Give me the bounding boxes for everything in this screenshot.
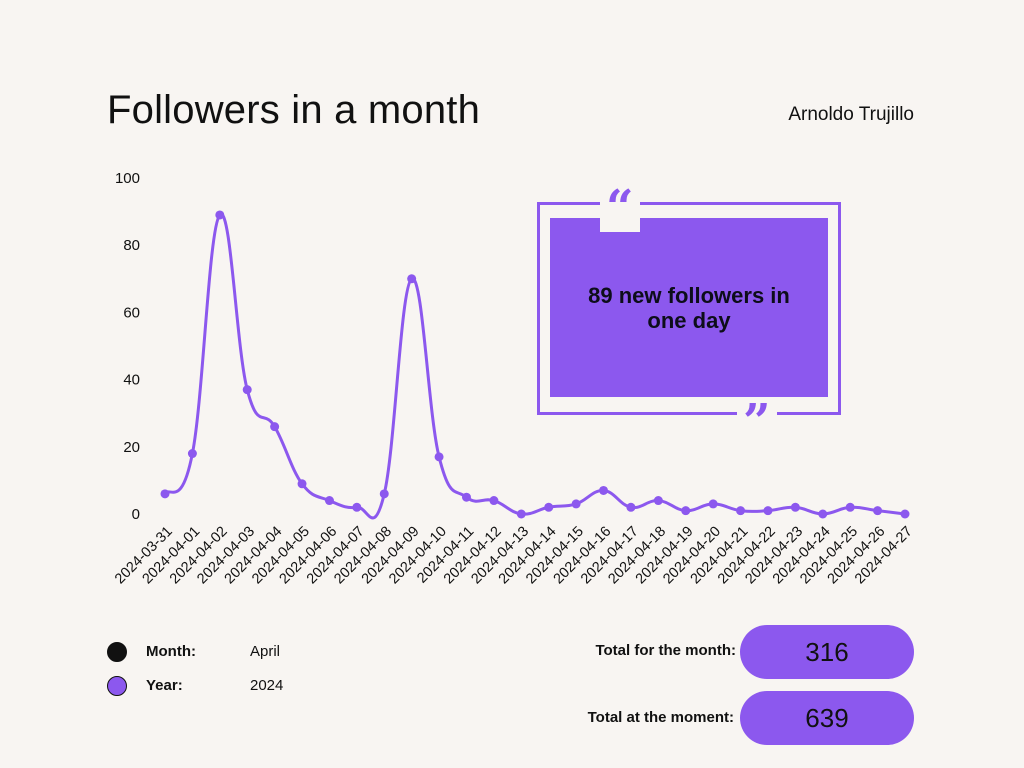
data-point xyxy=(790,502,800,512)
y-tick-label: 0 xyxy=(132,506,140,523)
quote-text: 89 new followers in one day xyxy=(588,282,790,333)
data-point xyxy=(160,489,170,499)
total-month-pill: 316 xyxy=(740,625,914,679)
legend-year-row xyxy=(107,676,127,696)
data-point xyxy=(708,499,718,509)
data-point xyxy=(544,502,554,512)
total-moment-label: Total at the moment: xyxy=(587,709,734,726)
data-point xyxy=(818,509,828,519)
chart-title: Followers in a month xyxy=(107,88,481,132)
total-moment-value: 639 xyxy=(805,702,849,733)
data-point xyxy=(215,210,225,220)
data-point xyxy=(270,422,280,432)
data-point xyxy=(461,492,471,502)
quote-box: 89 new followers in one day xyxy=(550,218,828,397)
close-quote-icon: ” xyxy=(737,398,777,446)
y-tick-label: 80 xyxy=(123,237,140,254)
year-value: 2024 xyxy=(250,677,284,694)
year-label: Year: xyxy=(146,677,183,694)
data-point xyxy=(681,506,691,516)
data-point xyxy=(516,509,526,519)
total-moment-pill: 639 xyxy=(740,691,914,745)
data-point xyxy=(242,385,252,395)
y-axis-ticks: 0 20 40 60 80 100 xyxy=(115,170,140,523)
series-points xyxy=(160,210,910,519)
data-point xyxy=(324,496,334,506)
author-name: Arnoldo Trujillo xyxy=(788,104,914,125)
quote-frame xyxy=(537,202,841,415)
data-point xyxy=(845,502,855,512)
total-month-value: 316 xyxy=(805,636,849,667)
total-month-label: Total for the month: xyxy=(595,642,736,659)
data-point xyxy=(187,449,197,459)
data-point xyxy=(489,496,499,506)
y-tick-label: 60 xyxy=(123,304,140,321)
data-point xyxy=(763,506,773,516)
data-point xyxy=(379,489,389,499)
data-point xyxy=(297,479,307,489)
data-point xyxy=(900,509,910,519)
y-tick-label: 100 xyxy=(115,170,140,187)
data-point xyxy=(407,274,417,284)
data-point xyxy=(571,499,581,509)
data-point xyxy=(736,506,746,516)
x-axis-ticks: 2024-03-312024-04-012024-04-022024-04-03… xyxy=(112,524,916,588)
data-point xyxy=(434,452,444,462)
y-tick-label: 40 xyxy=(123,372,140,389)
data-point xyxy=(626,502,636,512)
month-dot-icon xyxy=(107,642,127,662)
month-value: April xyxy=(250,643,281,660)
open-quote-icon: “ xyxy=(600,184,640,232)
data-point xyxy=(873,506,883,516)
data-point xyxy=(653,496,663,506)
year-dot-icon xyxy=(107,676,127,696)
data-point xyxy=(352,502,362,512)
y-tick-label: 20 xyxy=(123,439,140,456)
data-point xyxy=(599,485,609,495)
month-label: Month: xyxy=(146,643,196,660)
legend-month-row xyxy=(107,642,127,662)
